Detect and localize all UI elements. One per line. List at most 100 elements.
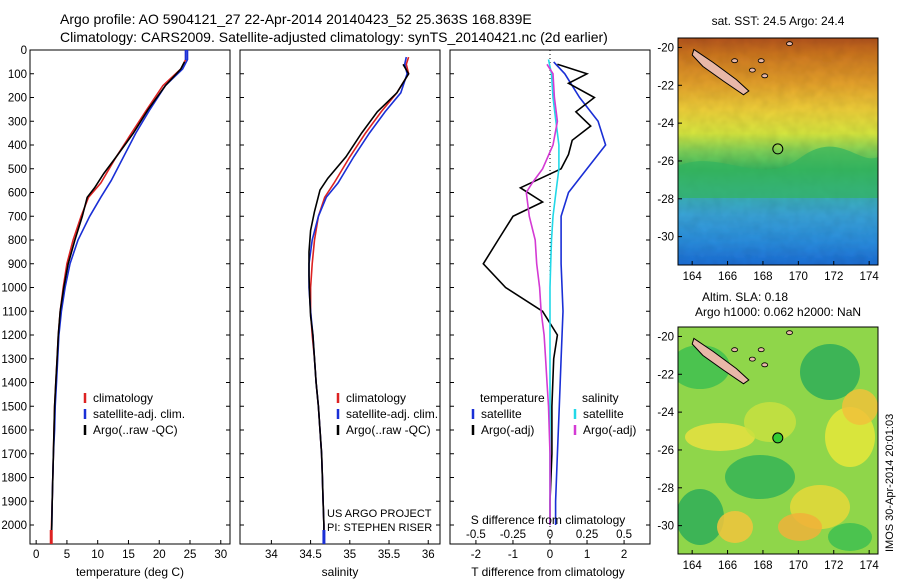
warm-front <box>678 146 878 198</box>
depth-tick-label: 0 <box>21 45 27 57</box>
argo-position-marker <box>772 432 784 444</box>
lon-tick-label: 166 <box>718 560 737 572</box>
x-tick-label-T: 1 <box>584 549 590 561</box>
x-tick-label: 20 <box>153 549 166 561</box>
small-island <box>761 73 769 79</box>
sst-map-panel: sat. SST: 24.5 Argo: 24.4 164 166 168 170 172… <box>657 14 880 283</box>
depth-tick-label: 1500 <box>1 401 27 413</box>
sla-anomaly <box>717 511 753 543</box>
legend-label: satellite <box>583 407 624 421</box>
lat-tick-label: -20 <box>657 42 674 54</box>
sla-anomaly <box>828 523 872 551</box>
depth-tick-label: 700 <box>8 211 27 223</box>
x-tick-label: 35 <box>343 549 356 561</box>
lon-tick-label: 168 <box>753 271 772 283</box>
lon-tick-label: 164 <box>683 271 703 283</box>
depth-tick-label: 500 <box>8 164 27 176</box>
sla-anomaly <box>778 513 822 541</box>
lon-tick-label: 174 <box>860 560 880 572</box>
legend-label: Argo(..raw -QC) <box>346 423 431 437</box>
project-label: US ARGO PROJECT <box>327 508 432 520</box>
x-tick-label-S: -0.25 <box>500 529 526 541</box>
x-axis-label-top: S difference from climatology <box>471 513 626 527</box>
depth-tick-label: 300 <box>8 116 27 128</box>
small-island <box>748 356 756 362</box>
small-island <box>748 67 756 73</box>
series-line-satellite <box>547 59 560 525</box>
map-frame <box>677 326 879 555</box>
legend-label: climatology <box>93 391 153 405</box>
x-tick-label-S: -0.5 <box>466 529 486 541</box>
map-frame <box>677 37 879 266</box>
legend-label: Argo(-adj) <box>583 423 636 437</box>
lat-tick-label: -22 <box>657 80 674 92</box>
x-tick-label: 36 <box>422 549 435 561</box>
series-line-argo-raw-qc- <box>308 63 410 535</box>
series-group <box>308 56 410 544</box>
lon-tick-label: 164 <box>683 560 703 572</box>
x-tick-label: 10 <box>91 549 104 561</box>
depth-tick-label: 200 <box>8 93 27 105</box>
small-island <box>786 330 793 336</box>
sla-map-title-line2: Argo h1000: 0.062 h2000: NaN <box>695 305 861 319</box>
lat-tick-label: -26 <box>657 445 674 457</box>
sla-anomaly <box>842 389 878 425</box>
lon-tick-label: 168 <box>753 560 772 572</box>
map-field <box>678 38 878 265</box>
depth-tick-label: 1400 <box>1 378 27 390</box>
lat-tick-label: -30 <box>657 521 674 533</box>
lon-tick-label: 174 <box>860 271 880 283</box>
temperature-panel: 0100200300400500600700800900100011001200… <box>1 45 231 579</box>
lon-tick-label: 170 <box>789 560 808 572</box>
depth-tick-label: 1700 <box>1 449 27 461</box>
map-field <box>678 327 878 554</box>
legend-title-salinity: salinity <box>582 391 619 405</box>
sst-map-title: sat. SST: 24.5 Argo: 24.4 <box>712 14 845 28</box>
figure-title-line1: Argo profile: AO 5904121_27 22-Apr-2014 … <box>60 11 532 27</box>
depth-tick-label: 100 <box>8 69 27 81</box>
depth-tick-label: 400 <box>8 140 27 152</box>
island-new-caledonia <box>691 48 750 96</box>
depth-tick-label: 2000 <box>1 520 27 532</box>
x-tick-label: 35.5 <box>378 549 400 561</box>
small-island <box>731 58 739 64</box>
figure-title-line2: Climatology: CARS2009. Satellite-adjuste… <box>60 29 608 45</box>
depth-tick-label: 1800 <box>1 473 27 485</box>
depth-tick-label: 800 <box>8 235 27 247</box>
pi-label: PI: STEPHEN RISER <box>327 522 432 534</box>
x-axis-label: T difference from climatology <box>471 565 625 579</box>
sla-anomaly <box>725 455 795 499</box>
depth-tick-label: 900 <box>8 259 27 271</box>
x-tick-label-T: 0 <box>547 549 553 561</box>
lon-tick-label: 166 <box>718 271 737 283</box>
x-tick-label: 15 <box>122 549 135 561</box>
series-group <box>482 59 607 525</box>
lat-tick-label: -26 <box>657 156 674 168</box>
legend-label: Argo(..raw -QC) <box>93 423 178 437</box>
small-island <box>786 41 793 47</box>
salinity-panel: 34 34.5 35 35.5 36 salinity climatology satelli… <box>239 49 441 579</box>
difference-panel: -2 -1 0 1 2 -0.5 -0.25 0 0.25 0.5 T difference fro… <box>449 49 651 579</box>
x-tick-label-T: -1 <box>508 549 518 561</box>
sla-anomaly <box>678 489 724 545</box>
depth-tick-label: 1200 <box>1 330 27 342</box>
depth-tick-label: 1000 <box>1 283 27 295</box>
x-tick-label-S: 0.5 <box>616 529 632 541</box>
legend-label: satellite-adj. clim. <box>346 407 438 421</box>
small-island <box>731 347 739 353</box>
island-new-caledonia <box>691 337 750 385</box>
legend-label: satellite-adj. clim. <box>93 407 185 421</box>
plot-frame <box>29 49 231 545</box>
lat-tick-label: -28 <box>657 483 674 495</box>
x-axis-label: temperature (deg C) <box>76 565 184 579</box>
x-tick-label: 0 <box>33 549 39 561</box>
lat-tick-label: -24 <box>657 118 674 130</box>
sla-anomaly <box>744 402 796 442</box>
lat-tick-label: -30 <box>657 232 674 244</box>
x-axis-label: salinity <box>322 565 359 579</box>
legend-label: satellite <box>481 407 522 421</box>
legend-title-temperature: temperature <box>480 391 545 405</box>
small-island <box>757 58 765 64</box>
